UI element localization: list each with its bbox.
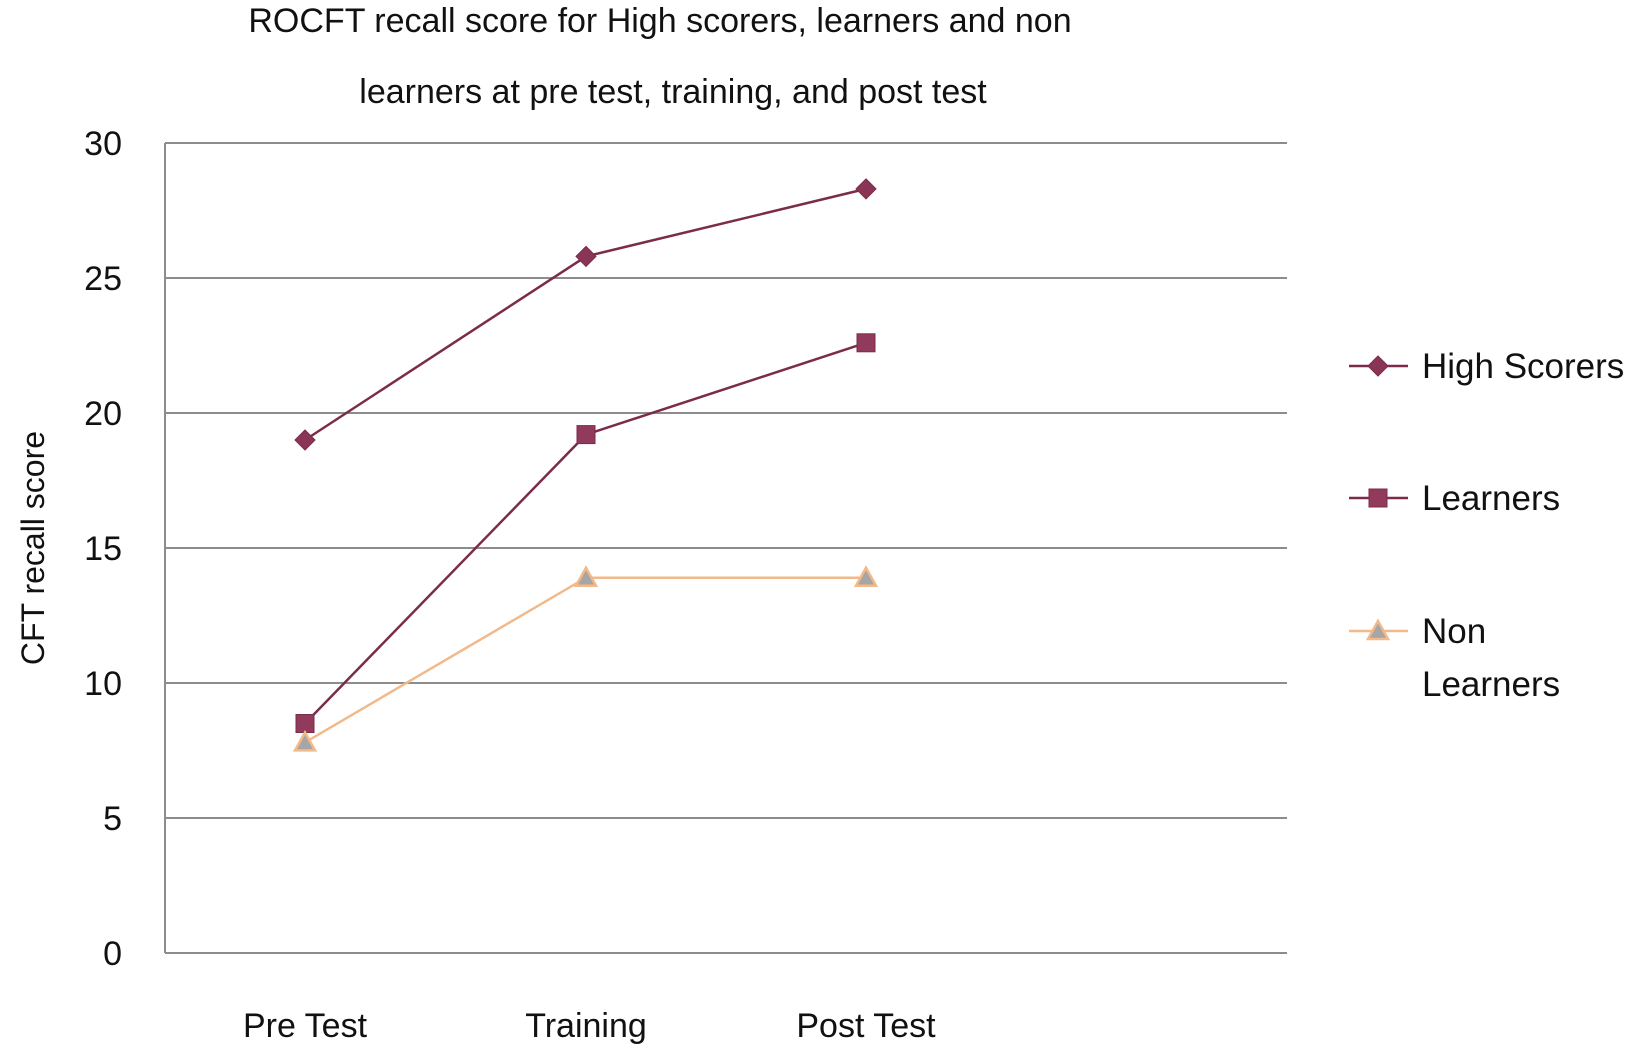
data-point-high-scorers-post-test [855,178,877,200]
legend-item-non-learners: Non Learners [1349,612,1560,704]
y-tick-label-5: 5 [103,800,122,838]
legend-label-high-scorers: High Scorers [1422,347,1624,386]
series-line-high-scorers [304,187,867,442]
legend-item-high-scorers: High Scorers [1349,347,1624,386]
gridlines [165,142,1287,954]
legend-label-line: High Scorers [1422,347,1624,386]
data-point-non-learners-training [573,565,599,587]
y-tick-label-15: 15 [84,530,122,568]
data-point-non-learners-post-test [853,565,879,587]
x-tick-labels: Pre Test Training Post Test [243,1007,936,1045]
data-point-high-scorers-pre-test [294,429,316,451]
y-tick-label-20: 20 [84,395,122,433]
data-point-learners-training [576,425,596,445]
series-line-non-learners [304,576,866,744]
series-non-learners [292,565,879,752]
data-point-non-learners-pre-test [292,729,318,752]
legend-label-line: Non [1422,612,1486,651]
data-point-learners-pre-test [295,714,315,733]
legend-label-learners: Learners [1422,479,1560,518]
legend-label-line: Learners [1422,665,1560,704]
x-tick-label-training: Training [525,1007,647,1045]
legend-marker-triangle [1365,618,1391,641]
data-point-learners-post-test [856,333,876,353]
legend-marker-diamond [1367,355,1389,377]
legend-item-learners: Learners [1349,479,1560,518]
series-learners [295,333,876,733]
legend: High Scorers Learners Non Learners [1349,347,1624,704]
x-tick-label-post-test: Post Test [796,1007,936,1045]
data-point-high-scorers-training [575,245,597,268]
y-tick-labels: 0 5 10 15 20 25 30 [84,125,122,973]
legend-label-line: Learners [1422,479,1560,518]
chart-title-line-2: learners at pre test, training, and post… [359,73,987,111]
chart-title: ROCFT recall score for High scorers, lea… [248,2,1071,111]
y-tick-label-25: 25 [84,260,122,298]
data-series [292,178,879,752]
series-line-learners [304,341,867,725]
y-axis-label: CFT recall score [15,431,51,665]
legend-label-non-learners: Non Learners [1422,612,1560,704]
legend-marker-square [1368,488,1388,508]
x-tick-label-pre-test: Pre Test [243,1007,368,1045]
y-tick-label-30: 30 [84,125,122,163]
y-tick-label-0: 0 [103,935,122,973]
chart-title-line-1: ROCFT recall score for High scorers, lea… [248,2,1071,40]
y-tick-label-10: 10 [84,665,122,703]
series-high-scorers [294,178,877,451]
